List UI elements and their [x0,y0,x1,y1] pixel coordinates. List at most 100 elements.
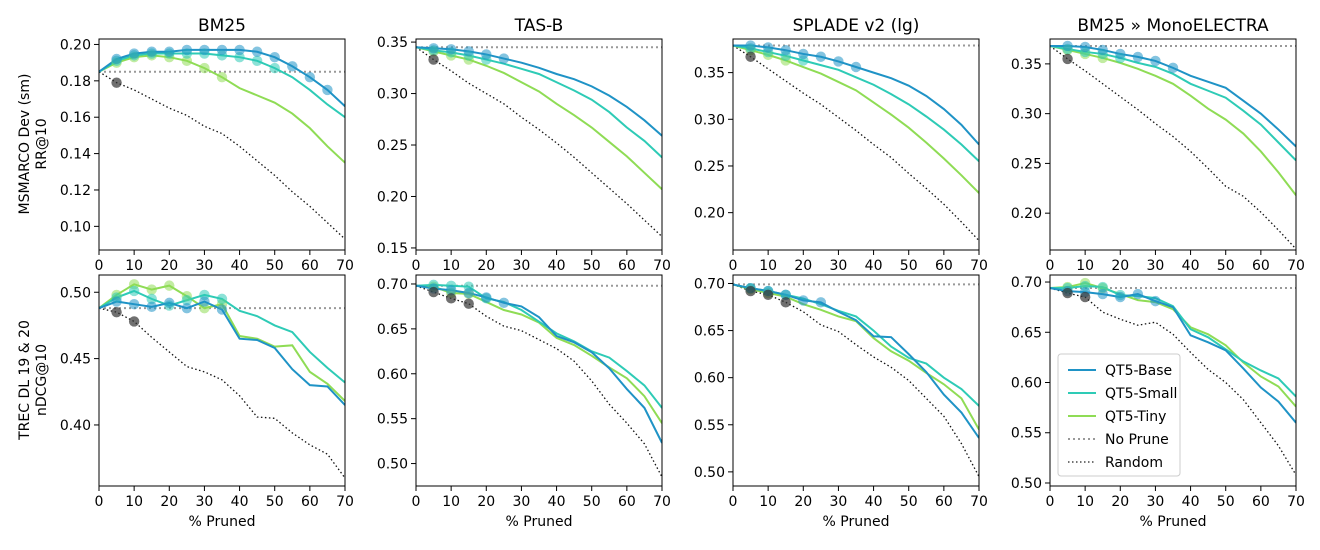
marker-qt5-base [287,61,298,72]
row-label-bottom-line2: nDCG@10 [34,344,50,416]
series-line-qt5-tiny [1050,44,1296,196]
x-tick-label: 20 [794,258,812,274]
axes-frame [98,38,346,251]
marker-qt5-base [762,42,774,53]
x-tick-label: 40 [548,258,566,274]
series-line-qt5-small [733,44,979,163]
marker-qt5-tiny [181,55,193,67]
marker-qt5-base [216,304,228,315]
marker-qt5-base [498,53,510,64]
y-tick-label: 0.20 [377,189,408,205]
x-tick-label: 60 [1252,258,1270,274]
y-tick-label: 0.50 [1011,476,1042,492]
chart-panel: 0 10 20 30 40 50 60 70 0.10 0.12 0.14 0.16 0.18 0.20 B… [60,16,354,274]
panel-title: BM25 » MonoELECTRA [1077,16,1269,36]
x-tick-label: 40 [231,494,249,510]
legend-label: QT5-Small [1105,386,1177,402]
x-tick-label: 30 [513,494,531,510]
chart-panel: 0 10 20 30 40 50 60 70 0.15 0.20 0.25 0.30 0.35 TAS-B [377,16,671,274]
x-tick-label: 40 [548,494,566,510]
series-line-random [99,71,345,240]
marker-qt5-tiny [146,284,157,295]
marker-qt5-base [780,45,791,56]
x-tick-label: 50 [1217,494,1235,510]
x-tick-label: 50 [266,258,284,274]
y-tick-label: 0.50 [694,465,725,481]
series-line-random [1050,45,1296,250]
series-line-qt5-small [416,283,662,409]
marker-qt5-base [234,44,245,56]
marker-random [762,289,774,300]
panels: 0 10 20 30 40 50 60 70 0.10 0.12 0.14 0.16 0.18 0.20 B… [60,16,1305,530]
series-line-qt5-small [416,46,662,159]
marker-qt5-base [146,46,157,57]
x-tick-label: 40 [865,494,883,510]
series-line-qt5-base [416,46,662,137]
y-tick-label: 0.70 [377,277,408,293]
marker-qt5-base [1097,44,1108,56]
x-tick-label: 0 [412,258,421,274]
axes-frame [415,38,663,251]
legend-item: QT5-Base [1068,363,1172,379]
axes-frame [415,274,663,487]
chart-panel: 0 10 20 30 40 50 60 70 0.50 0.55 0.60 0.65 0.70 % Pru… [377,274,671,530]
marker-qt5-base [128,48,140,59]
x-tick-label: 70 [1287,494,1305,510]
series-line-random [416,285,662,478]
y-tick-label: 0.40 [60,418,91,434]
x-tick-label: 10 [125,258,143,274]
x-tick-label: 40 [865,258,883,274]
x-tick-label: 60 [618,494,636,510]
series-line-qt5-base [733,283,979,439]
series-line-random [416,46,662,238]
series-lines [733,283,979,477]
y-tick-label: 0.14 [60,147,91,163]
series-line-qt5-small [1050,44,1296,162]
x-tick-label: 70 [653,258,671,274]
marker-random [1062,287,1073,299]
x-tick-label: 20 [160,494,178,510]
x-tick-label: 60 [1252,494,1270,510]
marker-qt5-base [815,297,827,308]
y-tick-label: 0.50 [60,285,91,301]
row-label-top-line1: MSMARCO Dev (sm) [17,74,33,215]
marker-qt5-small [269,62,280,74]
row-label-top-line2: RR@10 [34,118,50,169]
legend-label: No Prune [1105,432,1169,448]
panel-title: SPLADE v2 (lg) [793,16,920,36]
marker-qt5-tiny [164,280,175,291]
series-line-qt5-base [1050,44,1296,148]
x-tick-label: 10 [442,494,460,510]
x-tick-label: 60 [935,494,953,510]
x-tick-label: 40 [1182,258,1200,274]
marker-qt5-small [251,55,263,67]
y-tick-label: 0.65 [694,324,725,340]
marker-qt5-base [322,84,333,96]
series-line-qt5-tiny [1050,282,1296,408]
x-tick-label: 0 [412,494,421,510]
marker-qt5-base [1115,48,1126,60]
y-tick-label: 0.65 [1011,325,1042,341]
x-tick-label: 70 [653,494,671,510]
x-tick-label: 0 [95,494,104,510]
marker-qt5-small [234,51,245,63]
marker-qt5-base [833,56,844,67]
marker-random [780,297,791,308]
series-line-qt5-tiny [416,284,662,424]
y-tick-label: 0.18 [60,74,91,90]
y-tick-label: 0.60 [1011,376,1042,392]
panel-title: TAS-B [514,16,564,36]
marker-qt5-base [815,51,827,62]
marker-qt5-base [199,296,210,307]
marker-random [445,293,457,304]
x-tick-label: 30 [513,258,531,274]
x-tick-label: 50 [583,494,601,510]
series-line-random [733,283,979,477]
marker-random [128,316,140,327]
marker-qt5-base [498,297,510,309]
marker-qt5-base [164,46,175,57]
row-label-top: MSMARCO Dev (sm) RR@10 [17,74,50,215]
marker-qt5-base [445,285,457,296]
marker-qt5-base [481,292,492,303]
marker-random [111,306,122,318]
